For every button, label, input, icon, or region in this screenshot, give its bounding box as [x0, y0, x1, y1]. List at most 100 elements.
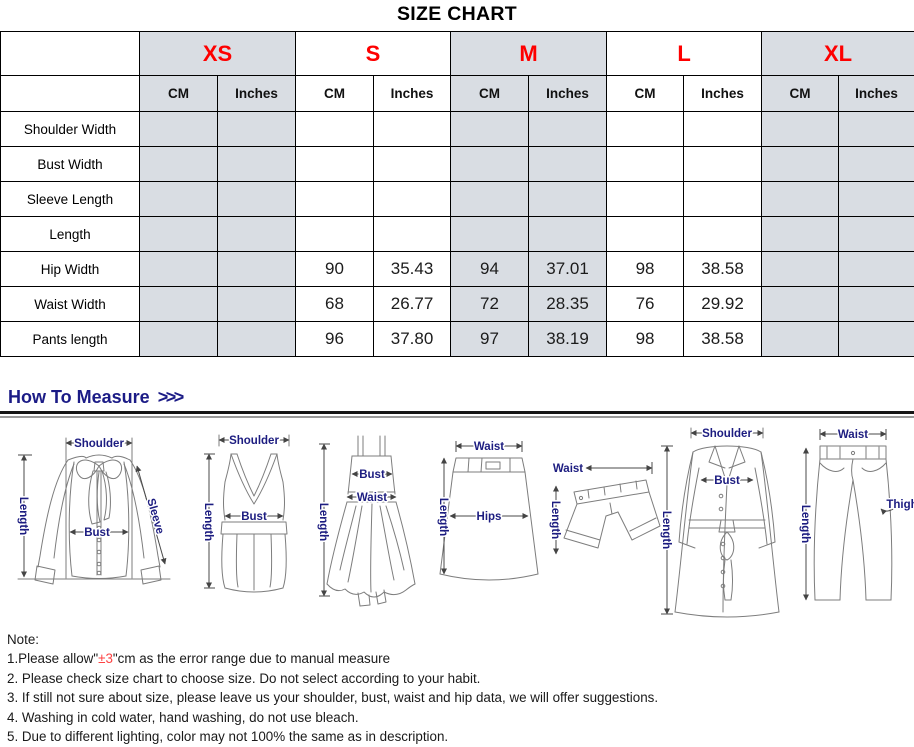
size-value-cell	[450, 146, 530, 182]
diagram-pants: Waist Thigh Length	[794, 426, 914, 618]
dress-bust-label: Bust	[359, 469, 385, 481]
table-row: Sleeve Length	[0, 181, 914, 217]
size-value-cell	[838, 286, 914, 322]
skirt-waist-label: Waist	[474, 441, 504, 453]
size-value-cell	[295, 216, 375, 252]
unit-header-inches: Inches	[528, 75, 608, 112]
size-value-cell	[139, 181, 218, 217]
size-value-cell	[139, 286, 218, 322]
unit-header-cm: CM	[606, 75, 685, 112]
measurement-row-label: Pants length	[0, 321, 140, 357]
table-row: Pants length 96 37.80 97 38.19 98 38.58	[0, 321, 914, 357]
size-value-cell: 37.01	[528, 251, 608, 287]
size-value-cell	[216, 181, 297, 217]
notes-section: Note: 1.Please allow"±3"cm as the error …	[7, 630, 658, 746]
size-value-cell: 76	[606, 286, 685, 322]
size-header-l: L	[606, 31, 763, 76]
size-value-cell	[838, 146, 914, 182]
size-chart-table: XS S M L XL CM Inches CM Inches CM Inche…	[0, 31, 914, 357]
shorts-length-label: Length	[549, 501, 561, 539]
skirt-length-label: Length	[437, 498, 449, 536]
size-value-cell	[761, 146, 840, 182]
size-value-cell: 97	[450, 321, 530, 357]
size-value-cell	[838, 111, 914, 147]
size-value-cell	[606, 146, 685, 182]
size-value-cell	[216, 146, 297, 182]
garment-drawing	[563, 479, 661, 549]
how-to-measure-heading: How To Measure >>>	[8, 387, 184, 408]
skirt-hips-label: Hips	[477, 511, 502, 523]
size-value-cell: 38.19	[528, 321, 608, 357]
size-value-cell	[295, 111, 375, 147]
unit-header-inches: Inches	[838, 75, 914, 112]
table-row: Bust Width	[0, 146, 914, 182]
size-value-cell	[606, 111, 685, 147]
pants-length-label: Length	[799, 505, 811, 543]
measuring-diagrams: Shoulder Length Bust Sleeve	[0, 423, 914, 630]
size-value-cell	[683, 216, 763, 252]
garment-drawing	[439, 457, 539, 581]
garment-drawing	[326, 435, 416, 607]
garment-drawing	[813, 445, 893, 601]
size-value-cell: 37.80	[373, 321, 452, 357]
dress-waist-label: Waist	[357, 492, 387, 504]
diagram-blouse: Shoulder Length Bust Sleeve	[8, 428, 188, 608]
unit-header-cm: CM	[139, 75, 218, 112]
size-value-cell	[295, 146, 375, 182]
size-value-cell	[373, 111, 452, 147]
measurement-row-label: Bust Width	[0, 146, 140, 182]
shorts-waist-label: Waist	[553, 463, 583, 475]
diagram-coat: Shoulder Bust Length	[653, 424, 793, 624]
size-value-cell	[450, 111, 530, 147]
size-header-row: XS S M L XL	[0, 31, 914, 76]
size-value-cell: 98	[606, 251, 685, 287]
blouse-bust-label: Bust	[84, 527, 110, 539]
size-value-cell	[216, 216, 297, 252]
size-value-cell	[528, 146, 608, 182]
dress-length-label: Length	[317, 503, 329, 541]
size-value-cell	[683, 111, 763, 147]
size-value-cell	[838, 216, 914, 252]
size-value-cell: 96	[295, 321, 375, 357]
size-value-cell	[683, 146, 763, 182]
size-value-cell: 35.43	[373, 251, 452, 287]
size-value-cell: 68	[295, 286, 375, 322]
coat-bust-label: Bust	[714, 475, 740, 487]
size-value-cell	[761, 286, 840, 322]
coat-shoulder-label: Shoulder	[702, 428, 752, 440]
size-value-cell: 38.58	[683, 321, 763, 357]
size-value-cell	[216, 286, 297, 322]
measurement-row-label: Shoulder Width	[0, 111, 140, 147]
diagram-shorts: Waist Length	[540, 456, 670, 576]
size-value-cell: 28.35	[528, 286, 608, 322]
blouse-length-label: Length	[17, 497, 29, 535]
blouse-shoulder-label: Shoulder	[74, 438, 124, 450]
unit-header-cm: CM	[450, 75, 530, 112]
note-line-2: 2. Please check size chart to choose siz…	[7, 670, 481, 686]
size-value-cell	[606, 216, 685, 252]
size-header-xs: XS	[138, 31, 297, 76]
size-value-cell	[838, 251, 914, 287]
size-value-cell	[295, 181, 375, 217]
size-value-cell	[528, 111, 608, 147]
size-value-cell	[216, 321, 297, 357]
note-line-1: 1.Please allow"±3"cm as the error range …	[7, 651, 391, 667]
measurement-row-label: Hip Width	[0, 251, 140, 287]
size-value-cell: 90	[295, 251, 375, 287]
divider-bar	[0, 411, 914, 414]
pants-waist-label: Waist	[838, 429, 868, 441]
size-value-cell	[683, 181, 763, 217]
size-value-cell: 38.58	[683, 251, 763, 287]
tank-length-label: Length	[202, 503, 214, 541]
pants-thigh-label: Thigh	[886, 499, 914, 511]
table-row: Hip Width 90 35.43 94 37.01 98 38.58	[0, 251, 914, 287]
size-value-cell	[373, 216, 452, 252]
divider-bar-shadow	[0, 416, 914, 418]
unit-header-cm: CM	[295, 75, 375, 112]
diagram-tank-top: Shoulder Length Bust	[197, 430, 303, 602]
how-to-measure-title: How To Measure	[8, 387, 150, 407]
unit-header-inches: Inches	[216, 75, 297, 112]
tank-shoulder-label: Shoulder	[229, 435, 279, 447]
measurement-row-label: Waist Width	[0, 286, 140, 322]
